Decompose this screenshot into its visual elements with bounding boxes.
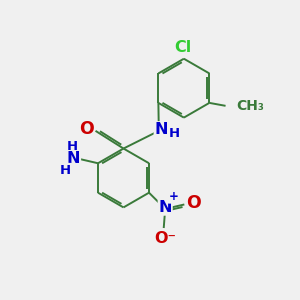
Text: N: N [67,151,80,166]
Text: N: N [154,122,168,137]
Text: CH₃: CH₃ [237,99,265,113]
Text: +: + [169,190,178,203]
Text: O: O [79,120,94,138]
Text: H: H [169,127,180,140]
Text: H: H [67,140,78,153]
Text: O: O [186,194,201,212]
Text: O⁻: O⁻ [154,231,176,246]
Text: Cl: Cl [174,40,191,55]
Text: H: H [60,164,71,176]
Text: N: N [158,200,172,215]
